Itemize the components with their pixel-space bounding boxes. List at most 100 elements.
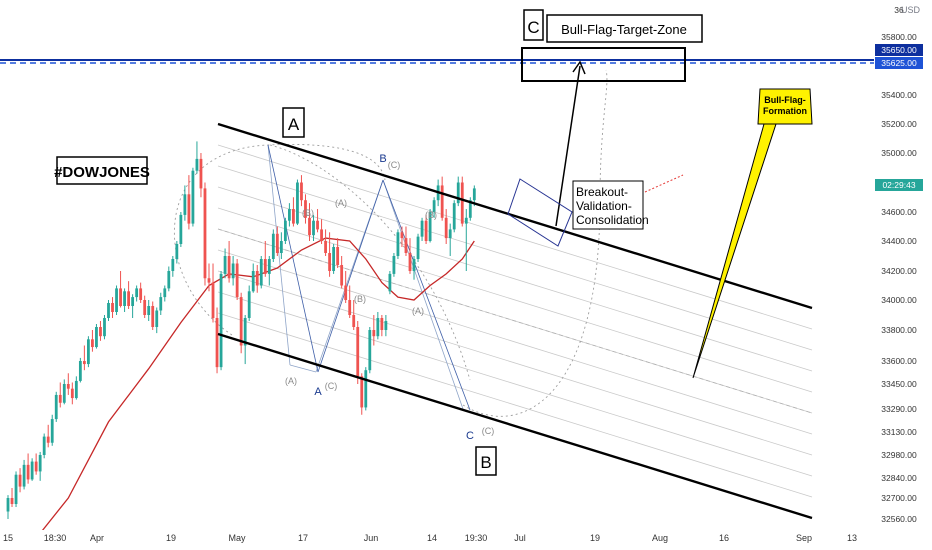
wave-a-label: A — [288, 115, 300, 134]
candle-body — [440, 185, 444, 218]
time-axis[interactable]: 15 18:30 Apr 19 May 17 Jun 14 19:30 Jul 19 Aug 16 Sep… — [0, 530, 874, 550]
candle-body — [275, 233, 279, 253]
price-tick-label: 32560.00 — [881, 514, 917, 524]
sub-wave-label: (A) — [335, 198, 347, 208]
price-tick-label: 35800.00 — [881, 32, 917, 42]
candle-body — [199, 158, 203, 189]
breakout-note-text: Validation- — [576, 199, 632, 213]
time-tick-label: Aug — [652, 533, 668, 543]
price-badge-label: 35625.00 — [881, 58, 917, 68]
candle-body — [312, 220, 315, 236]
time-tick-label: Apr — [90, 533, 104, 543]
candle-body — [30, 461, 34, 480]
candle-body — [6, 498, 10, 512]
wave-connector — [317, 179, 384, 373]
candle-body — [263, 259, 267, 274]
candle-body — [279, 241, 283, 253]
wave-b-label: B — [379, 153, 386, 165]
candle-body — [187, 194, 191, 224]
candle-body — [115, 288, 118, 312]
candle-body — [111, 303, 114, 312]
price-tick-label: 35000.00 — [881, 148, 917, 158]
candle-body — [292, 209, 295, 224]
candle-body — [107, 303, 110, 318]
candle-body — [78, 361, 82, 381]
symbol-title: #DOWJONES — [54, 164, 150, 181]
candle-body — [448, 229, 452, 239]
bull-flag-callout — [757, 88, 813, 125]
channel-fib-line — [217, 312, 813, 498]
channel-fib-line — [217, 291, 813, 477]
candle-body — [283, 220, 287, 241]
target-label: Bull-Flag-Target-Zone — [561, 22, 687, 37]
candle-body — [251, 271, 255, 292]
currency-label: USD — [901, 5, 921, 15]
candle-body — [255, 271, 259, 286]
time-tick-label: 16 — [719, 533, 729, 543]
candle-body — [147, 306, 151, 315]
candle-body — [50, 419, 54, 443]
candle-body — [58, 394, 62, 403]
sub-wave-label: (C) — [388, 160, 401, 170]
flag-box[interactable] — [507, 178, 573, 247]
candle-body — [103, 318, 106, 337]
candle-body — [119, 288, 122, 306]
wave-connector — [267, 144, 319, 373]
candle-body — [372, 330, 376, 337]
target-zone-box[interactable] — [521, 47, 686, 82]
price-tick-label: 33130.00 — [881, 427, 917, 437]
time-tick-label: 19 — [590, 533, 600, 543]
candle-body — [464, 217, 468, 224]
candles — [6, 141, 476, 519]
callout-text: Formation — [763, 106, 807, 116]
channel-fib-line — [217, 165, 813, 351]
price-tick-label: 33800.00 — [881, 325, 917, 335]
candle-body — [384, 321, 388, 330]
price-tick-label: 32840.00 — [881, 473, 917, 483]
price-axis[interactable]: 35800.00 35400.00 35200.00 35000.00 34600.00… — [874, 0, 932, 550]
candle-body — [191, 170, 195, 224]
candle-body — [123, 291, 126, 306]
candle-body — [195, 158, 199, 171]
candle-body — [223, 256, 227, 274]
candle-body — [143, 300, 147, 315]
breakout-note-box — [572, 180, 644, 230]
sub-wave-label: (A) — [285, 376, 297, 386]
wave-a-box — [282, 107, 305, 138]
candle-body — [271, 233, 275, 259]
moving-average — [41, 237, 475, 530]
candle-body — [239, 297, 243, 346]
price-axis-bg[interactable] — [874, 0, 932, 550]
sub-wave-label: (B) — [425, 210, 437, 220]
time-axis-bg[interactable] — [0, 530, 874, 550]
candle-body — [352, 315, 356, 327]
channel-upper-line[interactable] — [217, 122, 813, 310]
sub-wave-label: (B) — [354, 294, 366, 304]
plot-area[interactable] — [0, 0, 874, 530]
callout-text: Bull-Flag- — [764, 95, 806, 105]
candle-body — [400, 232, 404, 239]
candle-body — [235, 263, 239, 298]
candle-body — [139, 288, 143, 300]
channel-fib-line — [217, 270, 813, 456]
candle-body — [203, 188, 207, 279]
time-tick-label: Sep — [796, 533, 812, 543]
price-badge — [875, 57, 923, 69]
price-badge-label: 02:29:43 — [882, 180, 915, 190]
time-tick-label: Jul — [514, 533, 526, 543]
candle-body — [171, 259, 175, 271]
channel-fib-line — [217, 186, 813, 372]
candle-body — [211, 282, 215, 318]
candle-body — [22, 464, 26, 487]
candle-body — [82, 361, 86, 365]
candle-body — [460, 182, 464, 224]
time-tick-label: 13 — [847, 533, 857, 543]
candle-body — [183, 194, 187, 215]
candle-body — [159, 297, 163, 311]
channel-lower-line[interactable] — [217, 332, 813, 520]
target-arrow — [555, 65, 581, 227]
price-badge — [875, 179, 923, 191]
symbol-box — [56, 156, 148, 185]
candle-body — [127, 291, 130, 306]
